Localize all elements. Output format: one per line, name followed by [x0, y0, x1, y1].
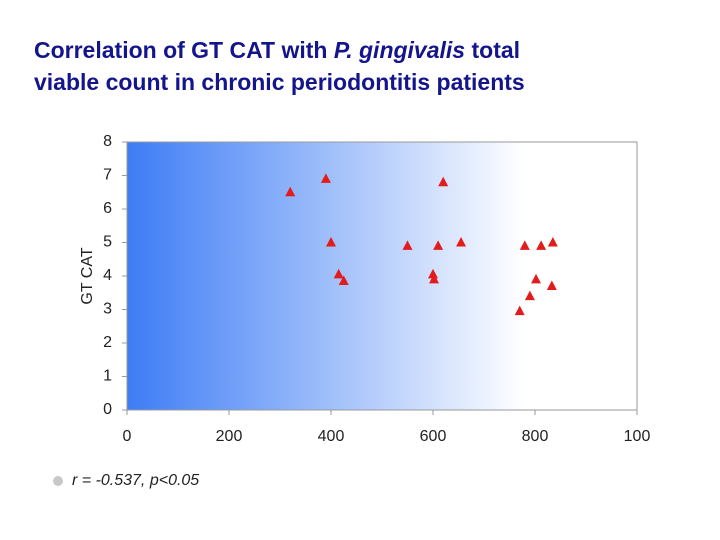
- point: [519, 240, 530, 250]
- title-part: P. gingivalis: [333, 37, 466, 63]
- y-tick-label: 7: [103, 167, 112, 184]
- title-part: total: [465, 37, 521, 63]
- y-tick-label: 5: [103, 234, 112, 251]
- stat-note: r = -0.537, p<0.05: [72, 472, 199, 489]
- y-tick-label: 4: [103, 267, 112, 284]
- title-part: viable count in chronic periodontitis pa…: [34, 69, 525, 95]
- point: [438, 176, 449, 187]
- point: [514, 305, 525, 316]
- x-tick-label: 800: [522, 428, 549, 445]
- point: [531, 273, 542, 284]
- x-tick-label: 600: [420, 428, 447, 445]
- point: [456, 237, 467, 247]
- point: [429, 273, 440, 284]
- point: [320, 173, 331, 183]
- point: [536, 240, 547, 250]
- point: [433, 240, 444, 250]
- y-tick-label: 0: [103, 401, 112, 418]
- bullet: [53, 476, 63, 486]
- point: [546, 280, 557, 291]
- y-axis-label: GT CAT: [79, 247, 96, 304]
- y-tick-label: 3: [103, 301, 112, 318]
- x-tick-label: 100: [624, 428, 651, 445]
- point: [326, 237, 336, 247]
- slide-title: Correlation of GT CAT with P. gingivalis…: [34, 34, 525, 98]
- x-tick-label: 400: [318, 428, 345, 445]
- point: [547, 237, 558, 247]
- point: [524, 290, 535, 301]
- x-tick-label: 0: [123, 428, 132, 445]
- point: [402, 240, 413, 250]
- point: [285, 186, 296, 197]
- point: [428, 268, 438, 279]
- y-tick-label: 2: [103, 334, 112, 351]
- x-tick-label: 200: [216, 428, 243, 445]
- y-tick-label: 1: [103, 368, 112, 385]
- point: [333, 268, 344, 279]
- y-tick-label: 8: [103, 133, 112, 150]
- title-line: Correlation of GT CAT with P. gingivalis…: [34, 34, 525, 66]
- point: [338, 275, 349, 286]
- title-line: viable count in chronic periodontitis pa…: [34, 66, 525, 98]
- title-part: Correlation of GT CAT with: [34, 37, 334, 63]
- plot-area: [126, 141, 638, 411]
- y-tick-label: 6: [103, 200, 112, 217]
